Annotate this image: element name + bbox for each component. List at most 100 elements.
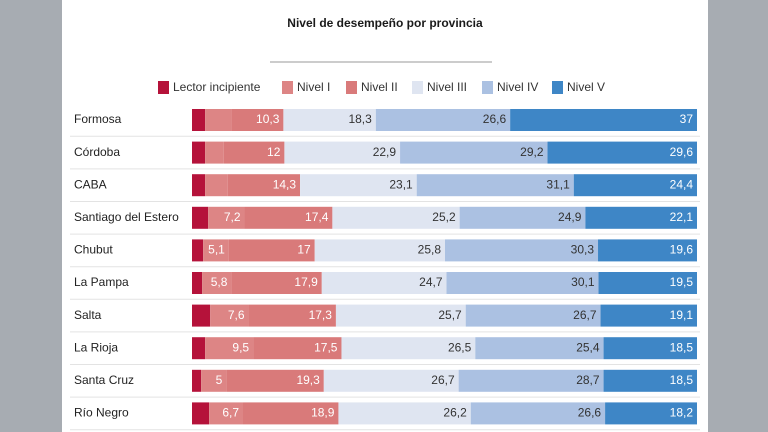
- value-label: 9,5: [232, 340, 249, 354]
- chart-title: Nivel de desempeño por provincia: [287, 16, 483, 30]
- bar-segment: [209, 402, 244, 425]
- legend-label: Nivel IV: [497, 80, 538, 94]
- bar-segment: [338, 402, 471, 425]
- value-label: 7,6: [228, 308, 245, 322]
- bar-segment: [598, 239, 697, 262]
- value-label: 19,3: [296, 373, 320, 387]
- category-label: Córdoba: [74, 145, 120, 159]
- value-label: 24,9: [558, 210, 582, 224]
- legend-swatch: [412, 81, 423, 94]
- category-label: Santiago del Estero: [74, 210, 179, 224]
- bar-segment: [227, 174, 301, 197]
- value-label: 31,1: [546, 177, 570, 191]
- legend-swatch: [158, 81, 169, 94]
- bar-segment: [300, 174, 417, 197]
- value-label: 26,7: [431, 373, 455, 387]
- bar-segment: [605, 402, 697, 425]
- value-label: 5,1: [208, 243, 225, 257]
- bar-segment: [475, 337, 604, 360]
- value-label: 22,1: [670, 210, 694, 224]
- bar-segment: [375, 109, 511, 131]
- bar-segment: [202, 272, 232, 294]
- category-label: Chubut: [74, 243, 113, 257]
- value-label: 17,3: [309, 308, 333, 322]
- value-label: 18,5: [670, 373, 694, 387]
- bar-segment: [573, 174, 697, 197]
- bar-segment: [192, 141, 206, 164]
- bar-segment: [226, 369, 324, 392]
- bar-segment: [323, 369, 459, 392]
- bar-segment: [208, 206, 245, 229]
- bar-segment: [335, 304, 466, 327]
- legend-label: Nivel I: [297, 80, 330, 94]
- value-label: 25,2: [432, 210, 456, 224]
- legend-swatch: [552, 81, 563, 94]
- bar-segment: [284, 141, 401, 164]
- bar-segment: [192, 402, 210, 425]
- bar-segment: [192, 369, 202, 392]
- value-label: 24,4: [670, 177, 694, 191]
- value-label: 22,9: [373, 145, 397, 159]
- bar-segment: [332, 206, 460, 229]
- bar-segment: [465, 304, 601, 327]
- value-label: 19,6: [670, 243, 694, 257]
- category-label: La Pampa: [74, 275, 129, 289]
- bar-segment: [243, 402, 339, 425]
- value-label: 17,4: [305, 210, 329, 224]
- legend-label: Nivel V: [567, 80, 605, 94]
- bar-segment: [205, 337, 254, 360]
- bar-segment: [192, 174, 206, 197]
- category-label: Río Negro: [74, 406, 129, 420]
- bar-segment: [314, 239, 446, 262]
- value-label: 18,3: [348, 112, 372, 126]
- value-label: 30,1: [571, 275, 595, 289]
- bar-segment: [603, 337, 697, 360]
- value-label: 6,7: [222, 406, 239, 420]
- legend-label: Lector incipiente: [173, 80, 261, 94]
- bar-segment: [416, 174, 574, 197]
- bar-segment: [205, 174, 228, 197]
- bar-segment: [192, 337, 206, 360]
- bar-segment: [341, 337, 476, 360]
- value-label: 14,3: [273, 177, 297, 191]
- value-label: 26,6: [578, 406, 602, 420]
- bar-segment: [205, 141, 224, 164]
- value-label: 19,5: [670, 275, 694, 289]
- category-label: Formosa: [74, 112, 122, 126]
- bar-segment: [223, 141, 285, 164]
- legend-label: Nivel III: [427, 80, 467, 94]
- value-label: 12: [267, 145, 281, 159]
- bar-segment: [321, 272, 447, 294]
- bar-segment: [192, 109, 206, 131]
- value-label: 26,2: [443, 406, 467, 420]
- value-label: 5,8: [211, 275, 228, 289]
- bar-segment: [470, 402, 606, 425]
- value-label: 23,1: [389, 177, 413, 191]
- bar-segment: [244, 206, 333, 229]
- value-label: 10,3: [256, 112, 280, 126]
- value-label: 25,8: [418, 243, 442, 257]
- value-label: 25,4: [576, 340, 600, 354]
- bar-segment: [201, 369, 227, 392]
- value-label: 37: [680, 112, 694, 126]
- value-label: 26,7: [573, 308, 597, 322]
- bar-segment: [192, 239, 204, 262]
- bar-segment: [600, 304, 697, 327]
- value-label: 18,5: [670, 340, 694, 354]
- bar-segment: [248, 304, 336, 327]
- bar-segment: [400, 141, 548, 164]
- category-label: Santa Cruz: [74, 373, 134, 387]
- value-label: 30,3: [571, 243, 595, 257]
- value-label: 5: [216, 373, 223, 387]
- bar-segment: [192, 304, 211, 327]
- bar-segment: [446, 272, 599, 294]
- bar-segment: [510, 109, 697, 131]
- bar-segment: [203, 239, 229, 262]
- value-label: 26,6: [483, 112, 507, 126]
- bar-segment: [458, 369, 604, 392]
- value-label: 17,5: [314, 340, 338, 354]
- bar-segment: [459, 206, 586, 229]
- legend-swatch: [482, 81, 493, 94]
